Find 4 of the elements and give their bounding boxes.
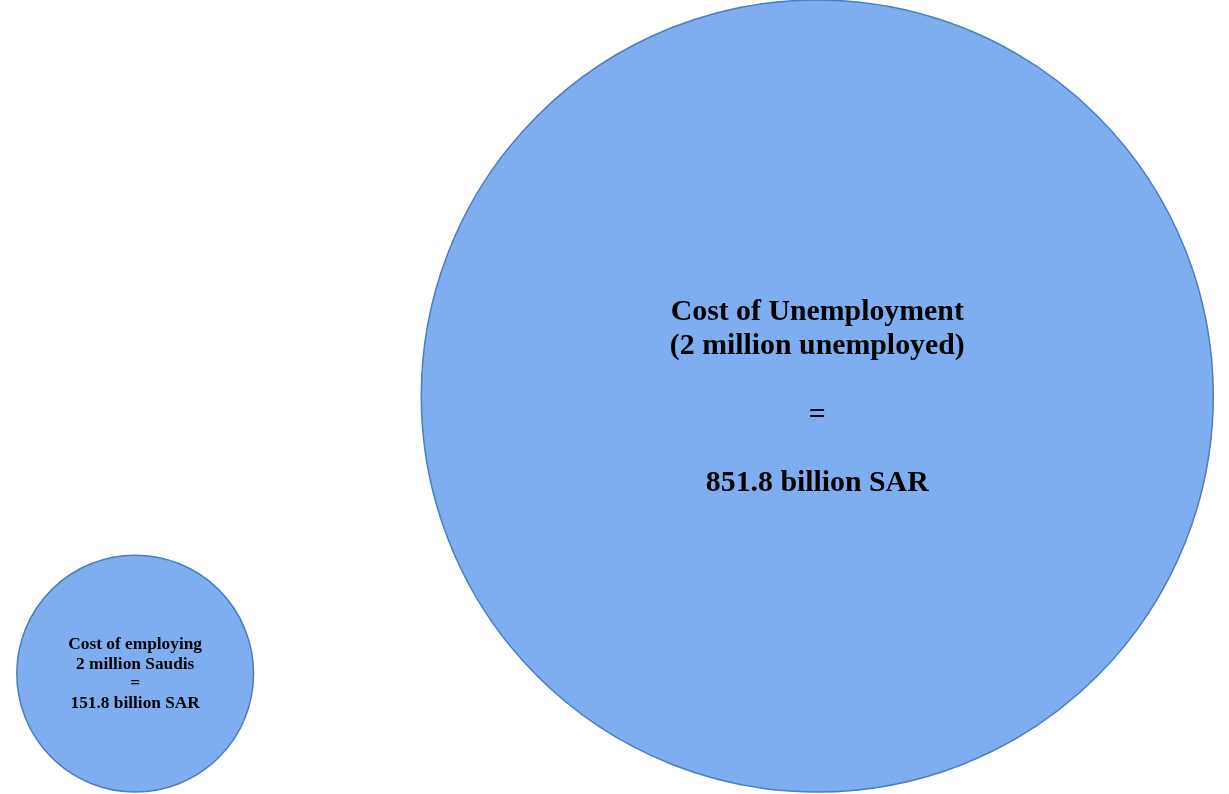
category-label: Cost of Unemployment (2 million unemployed) = (669, 293, 965, 429)
data-label: 851.8 billion SAR (705, 464, 929, 498)
category-label: Cost of employing 2 million Saudis = (68, 633, 203, 693)
data-label: 151.8 billion SAR (70, 693, 200, 713)
